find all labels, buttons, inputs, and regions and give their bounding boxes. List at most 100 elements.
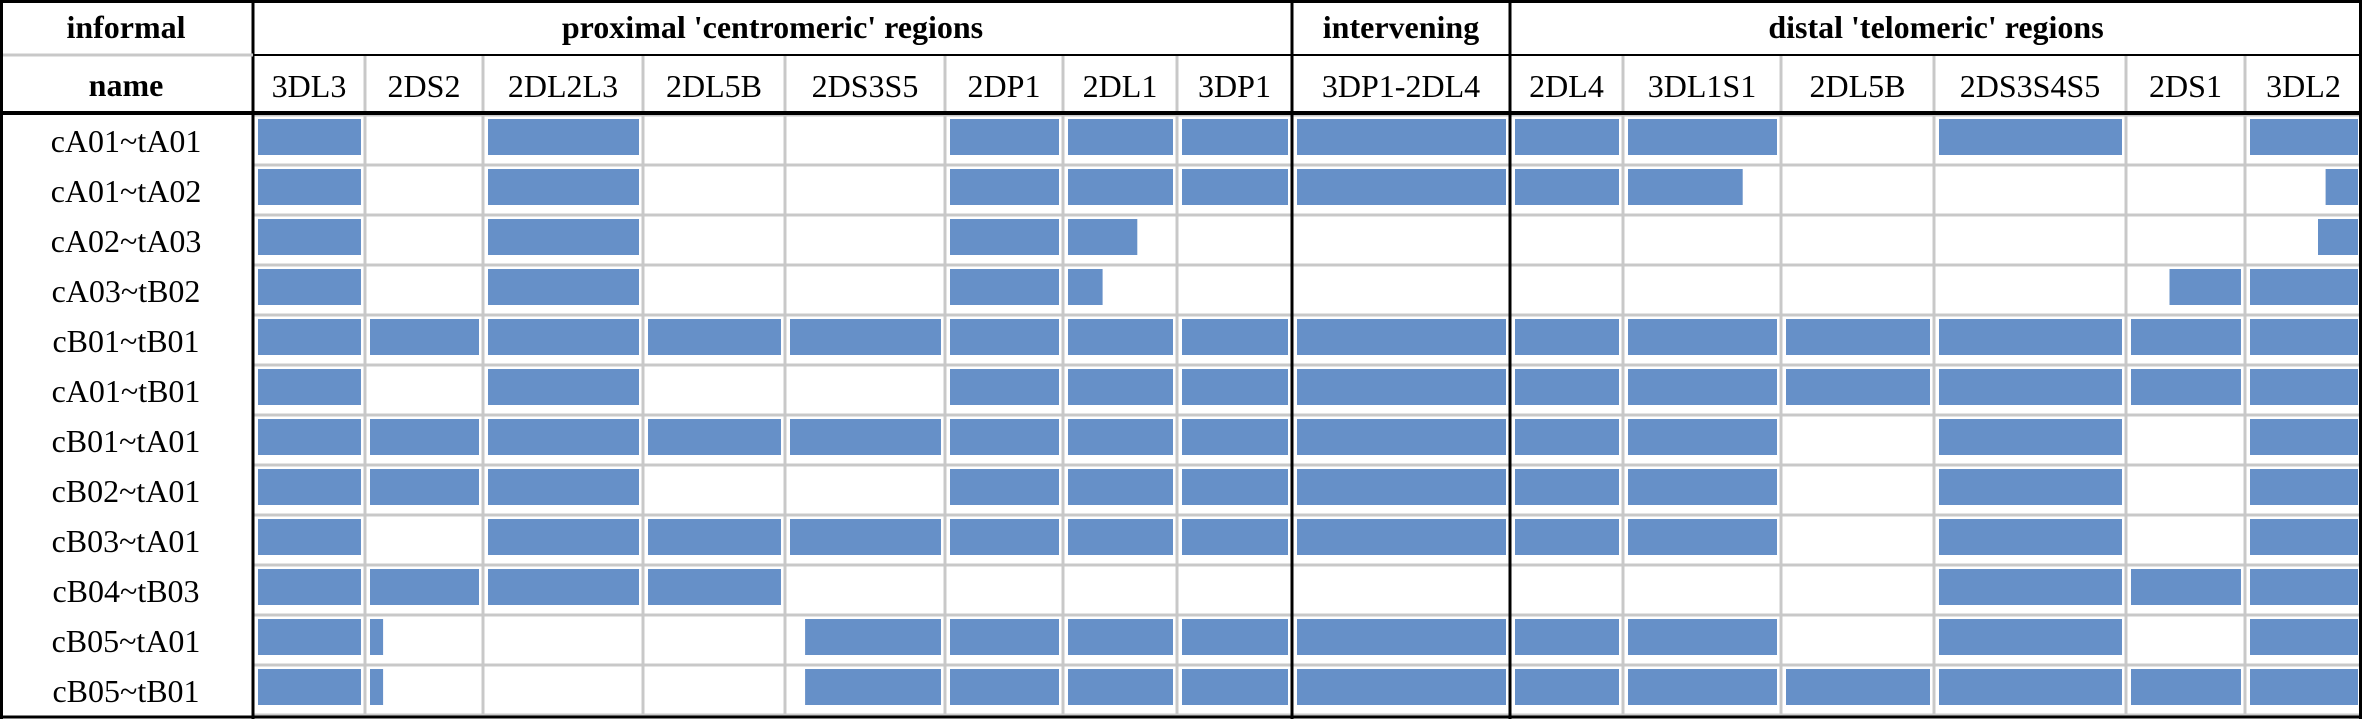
gene-presence-bar xyxy=(1939,119,2122,155)
gene-presence-bar xyxy=(1786,319,1930,355)
gene-column-header: 2DL5B xyxy=(1810,68,1906,104)
haplotype-row-label: cB04~tB03 xyxy=(52,573,199,609)
gene-presence-bar xyxy=(1068,519,1173,555)
gene-presence-bar xyxy=(1068,469,1173,505)
gene-presence-bar xyxy=(488,419,639,455)
gene-presence-bar xyxy=(2131,319,2241,355)
gene-presence-bar xyxy=(370,469,479,505)
gene-presence-bar xyxy=(1068,119,1173,155)
gene-presence-bar xyxy=(258,169,361,205)
gene-presence-bar xyxy=(258,669,361,705)
gene-presence-bar xyxy=(2131,369,2241,405)
gene-presence-bar xyxy=(1939,619,2122,655)
gene-presence-bar xyxy=(2250,319,2358,355)
gene-column-header: 3DP1 xyxy=(1198,68,1271,104)
gene-presence-bar xyxy=(370,619,384,655)
gene-presence-bar xyxy=(1182,319,1288,355)
gene-presence-bar xyxy=(1786,369,1930,405)
gene-presence-bar xyxy=(1297,119,1506,155)
gene-presence-bar xyxy=(1939,519,2122,555)
gene-column-header: 3DL2 xyxy=(2266,68,2341,104)
gene-presence-bar xyxy=(2169,269,2241,305)
gene-presence-bar xyxy=(648,419,781,455)
gene-column-header: 3DL3 xyxy=(272,68,347,104)
haplotype-row-label: cA03~tB02 xyxy=(52,273,201,309)
gene-presence-bar xyxy=(370,419,479,455)
gene-presence-bar xyxy=(1182,169,1288,205)
gene-presence-bar xyxy=(2250,569,2358,605)
informal-header-label: informal xyxy=(66,9,185,45)
gene-presence-bar xyxy=(648,519,781,555)
gene-presence-bar xyxy=(1297,369,1506,405)
gene-presence-bar xyxy=(1068,169,1173,205)
gene-presence-bar xyxy=(1068,369,1173,405)
gene-presence-bar xyxy=(258,569,361,605)
name-header-label: name xyxy=(89,67,164,103)
gene-presence-bar xyxy=(1628,669,1777,705)
gene-presence-bar xyxy=(488,519,639,555)
gene-presence-bar xyxy=(258,319,361,355)
gene-presence-bar xyxy=(2131,569,2241,605)
gene-presence-bar xyxy=(2250,669,2358,705)
gene-presence-bar xyxy=(2325,169,2358,205)
gene-presence-bar xyxy=(950,419,1059,455)
gene-presence-bar xyxy=(1182,419,1288,455)
gene-presence-bar xyxy=(1297,669,1506,705)
haplotype-row-label: cA01~tA02 xyxy=(51,173,202,209)
gene-presence-bar xyxy=(258,269,361,305)
region-group-header: proximal 'centromeric' regions xyxy=(562,9,983,45)
gene-presence-bar xyxy=(1515,169,1619,205)
gene-column-header: 2DL2L3 xyxy=(508,68,618,104)
gene-column-header: 2DL5B xyxy=(666,68,762,104)
gene-presence-bar xyxy=(1515,119,1619,155)
gene-presence-bar xyxy=(258,419,361,455)
gene-presence-bar xyxy=(950,319,1059,355)
gene-presence-bar xyxy=(2250,469,2358,505)
haplotype-row-label: cB05~tB01 xyxy=(52,673,199,709)
gene-presence-bar xyxy=(488,569,639,605)
gene-presence-bar xyxy=(1628,619,1777,655)
gene-presence-bar xyxy=(790,319,941,355)
gene-column-header: 2DS3S5 xyxy=(812,68,919,104)
gene-presence-bar xyxy=(258,369,361,405)
gene-presence-bar xyxy=(2250,519,2358,555)
gene-presence-bar xyxy=(950,119,1059,155)
gene-presence-bar xyxy=(1297,319,1506,355)
gene-presence-bar xyxy=(950,219,1059,255)
gene-presence-bar xyxy=(1515,619,1619,655)
gene-presence-bar xyxy=(258,519,361,555)
gene-presence-bar xyxy=(1182,469,1288,505)
gene-presence-bar xyxy=(950,519,1059,555)
gene-presence-bar xyxy=(370,319,479,355)
gene-presence-bar xyxy=(1515,419,1619,455)
gene-presence-bar xyxy=(258,119,361,155)
gene-presence-bar xyxy=(950,169,1059,205)
gene-presence-bar xyxy=(1628,519,1777,555)
gene-presence-bar xyxy=(790,419,941,455)
gene-presence-bar xyxy=(1182,669,1288,705)
gene-presence-bar xyxy=(1628,319,1777,355)
gene-presence-bar xyxy=(1297,419,1506,455)
gene-presence-bar xyxy=(1068,219,1138,255)
gene-presence-bar xyxy=(1628,169,1743,205)
gene-presence-bar xyxy=(488,369,639,405)
gene-presence-bar xyxy=(1182,519,1288,555)
gene-presence-bar xyxy=(805,669,941,705)
gene-presence-bar xyxy=(805,619,941,655)
haplotype-row-label: cB05~tA01 xyxy=(52,623,201,659)
haplotype-row-label: cA02~tA03 xyxy=(51,223,202,259)
region-group-header: intervening xyxy=(1323,9,1479,45)
gene-presence-bar xyxy=(950,369,1059,405)
gene-presence-bar xyxy=(1297,519,1506,555)
gene-presence-bar xyxy=(1628,369,1777,405)
gene-presence-bar xyxy=(1628,119,1777,155)
gene-presence-bar xyxy=(488,119,639,155)
gene-presence-bar xyxy=(258,619,361,655)
gene-presence-bar xyxy=(1515,369,1619,405)
gene-presence-bar xyxy=(258,219,361,255)
gene-presence-bar xyxy=(1939,469,2122,505)
gene-presence-bar xyxy=(1628,469,1777,505)
gene-column-header: 3DP1-2DL4 xyxy=(1322,68,1480,104)
haplotype-row-label: cB02~tA01 xyxy=(52,473,201,509)
